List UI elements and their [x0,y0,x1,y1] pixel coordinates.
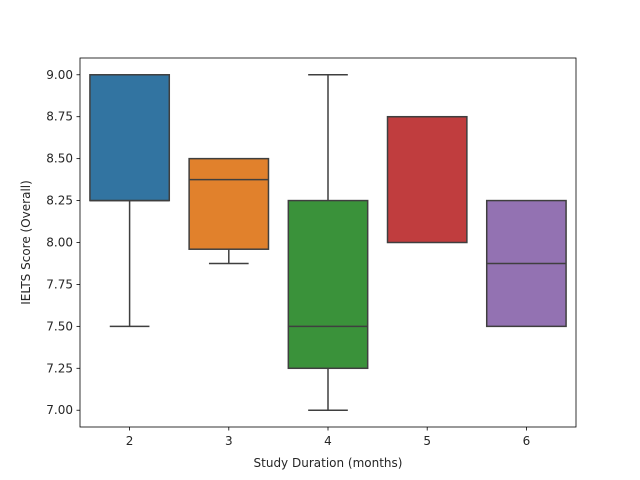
x-tick-label: 4 [324,434,332,448]
y-tick-label: 7.50 [46,319,73,333]
box-body [188,157,270,250]
y-tick-label: 8.00 [46,236,73,250]
boxes-layer [89,74,567,411]
y-tick-label: 9.00 [46,68,73,82]
box-body [89,74,171,202]
box-group-3 [188,157,270,265]
y-tick-label: 8.25 [46,194,73,208]
x-tick-label: 5 [423,434,431,448]
y-tick-label: 7.25 [46,361,73,375]
box-body [386,115,468,244]
x-tick-label: 2 [126,434,134,448]
x-tick-label: 6 [523,434,531,448]
y-axis-label: IELTS Score (Overall) [19,180,33,305]
x-tick-label: 3 [225,434,233,448]
y-tick-label: 7.00 [46,403,73,417]
box-group-2 [89,74,171,328]
box-group-5 [386,115,468,244]
box-body [287,199,369,370]
box-group-4 [287,74,369,411]
y-tick-label: 8.75 [46,110,73,124]
y-tick-label: 7.75 [46,277,73,291]
x-axis-label: Study Duration (months) [254,456,403,470]
y-tick-label: 8.50 [46,152,73,166]
x-axis-ticks: 2 3 4 5 6 [126,427,530,448]
y-axis-ticks: 7.00 7.25 7.50 7.75 8.00 8.25 8.50 8.75 9.00 [46,68,80,417]
box-group-6 [485,199,567,328]
